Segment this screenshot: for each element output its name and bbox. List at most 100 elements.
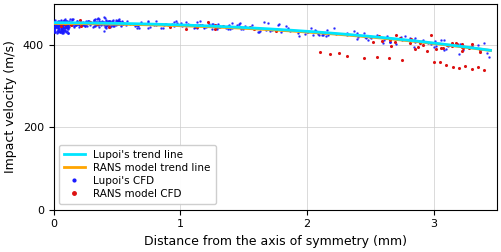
Point <box>275 23 283 27</box>
Point <box>56 22 64 26</box>
Point <box>223 24 231 28</box>
Point <box>115 19 123 23</box>
Point <box>93 21 101 25</box>
Point <box>330 26 338 30</box>
Point <box>58 29 66 33</box>
Point <box>106 20 114 24</box>
Point <box>61 26 69 30</box>
Point <box>194 23 202 27</box>
Point <box>410 40 418 44</box>
Point <box>61 26 69 30</box>
Point <box>59 19 67 23</box>
Point <box>60 21 68 25</box>
Point <box>51 23 59 27</box>
Point <box>193 20 201 24</box>
Point <box>107 24 115 28</box>
Point <box>184 23 192 27</box>
Point <box>56 21 64 25</box>
Point <box>193 25 201 29</box>
Point <box>386 44 394 48</box>
Point <box>79 22 87 26</box>
Point <box>91 17 99 21</box>
Point <box>55 29 63 33</box>
Point <box>196 19 204 23</box>
Point <box>367 36 375 40</box>
Point <box>91 21 99 25</box>
Point <box>76 21 84 25</box>
Point <box>226 27 234 31</box>
Point <box>429 45 437 49</box>
Point <box>108 21 116 25</box>
Point <box>467 67 475 71</box>
Point <box>459 44 467 48</box>
Point <box>410 45 418 49</box>
Point <box>98 22 106 26</box>
Point <box>386 40 394 44</box>
Point <box>61 28 69 33</box>
Point <box>58 21 66 25</box>
Point <box>126 22 134 26</box>
Point <box>210 27 218 31</box>
Point <box>362 35 370 39</box>
Point <box>114 18 122 22</box>
Point <box>442 63 450 67</box>
Point <box>295 34 303 38</box>
Point <box>51 30 59 34</box>
Point <box>106 20 114 24</box>
Point <box>213 27 221 31</box>
Point <box>90 24 98 28</box>
Point <box>62 20 70 24</box>
Point <box>181 20 189 24</box>
Point <box>76 19 84 23</box>
Point <box>57 21 65 25</box>
Point <box>239 26 247 30</box>
Point <box>64 20 72 24</box>
Point <box>268 28 276 32</box>
Point <box>82 20 90 24</box>
Point <box>170 24 178 28</box>
Point <box>109 18 117 22</box>
Point <box>193 26 201 30</box>
Point <box>61 28 69 32</box>
Point <box>63 25 71 29</box>
Point <box>228 21 236 25</box>
Point <box>115 22 123 26</box>
Point <box>277 30 285 34</box>
Point <box>132 23 140 27</box>
Point <box>316 50 324 54</box>
Point <box>88 21 96 25</box>
Point <box>96 22 104 26</box>
Point <box>62 23 70 27</box>
Point <box>228 26 236 30</box>
Point <box>102 24 110 28</box>
Point <box>57 21 65 25</box>
Point <box>74 22 82 26</box>
Point <box>207 27 215 31</box>
Point <box>52 23 60 27</box>
Point <box>383 34 391 38</box>
Point <box>477 47 485 51</box>
Point <box>318 33 326 37</box>
Point <box>54 26 62 30</box>
Point <box>80 23 88 27</box>
Point <box>485 55 493 59</box>
Point <box>63 22 71 26</box>
Point <box>91 24 99 28</box>
Point <box>105 25 113 29</box>
Point <box>78 22 86 26</box>
Point <box>64 26 72 30</box>
Point <box>70 24 78 28</box>
Point <box>65 30 73 35</box>
Point <box>145 22 153 26</box>
Point <box>58 30 66 34</box>
Point <box>65 19 73 23</box>
Point <box>65 21 73 25</box>
Point <box>191 25 199 29</box>
Point <box>118 19 126 23</box>
Point <box>61 21 69 25</box>
Point <box>176 23 184 27</box>
Point <box>54 30 62 34</box>
Point <box>152 19 160 23</box>
Point <box>106 22 114 26</box>
Point <box>209 22 217 26</box>
